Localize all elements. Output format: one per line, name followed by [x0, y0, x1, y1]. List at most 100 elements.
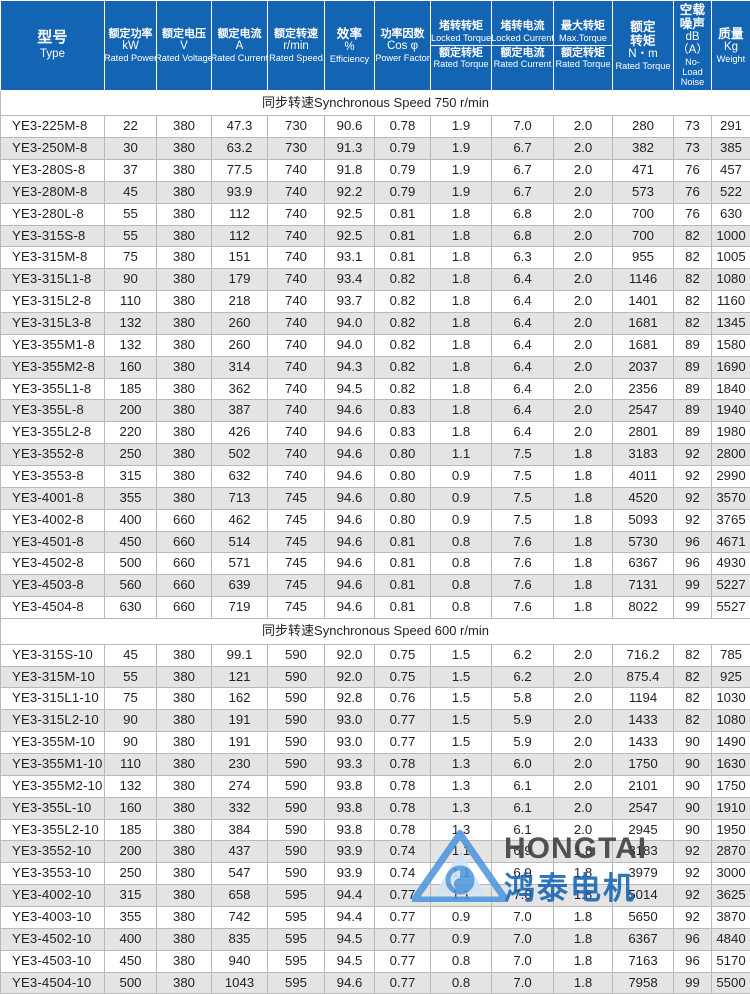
cell-lt: 1.3 [431, 753, 492, 775]
cell-speed: 745 [268, 553, 325, 575]
column-header-no-load-noise-unit: dB（A） [675, 31, 710, 57]
cell-power: 132 [105, 334, 157, 356]
cell-mt: 2.0 [554, 400, 613, 422]
cell-pf: 0.81 [375, 531, 431, 553]
cell-eff: 94.6 [325, 400, 375, 422]
cell-motor-type: YE3-4002-8 [1, 509, 105, 531]
cell-weight: 3765 [712, 509, 750, 531]
cell-eff: 92.2 [325, 181, 375, 203]
cell-lc: 7.0 [492, 950, 554, 972]
cell-current: 260 [212, 313, 268, 335]
cell-pf: 0.80 [375, 487, 431, 509]
column-header-no-load-noise: 空载 噪声 dB（A） No-Load Noise [674, 1, 712, 91]
cell-eff: 92.5 [325, 203, 375, 225]
cell-speed: 740 [268, 247, 325, 269]
cell-rt: 573 [613, 181, 674, 203]
cell-eff: 94.6 [325, 972, 375, 994]
cell-power: 200 [105, 400, 157, 422]
cell-power: 220 [105, 422, 157, 444]
cell-voltage: 380 [157, 116, 212, 138]
cell-motor-type: YE3-315S-10 [1, 644, 105, 666]
column-header-no-load-noise-cn2: 噪声 [680, 17, 705, 31]
column-header-efficiency-en: Efficiency [330, 54, 369, 64]
cell-weight: 1980 [712, 422, 750, 444]
column-header-power-factor-unit: Cos φ [387, 40, 418, 53]
cell-power: 400 [105, 928, 157, 950]
cell-eff: 94.6 [325, 509, 375, 531]
cell-motor-type: YE3-3553-10 [1, 863, 105, 885]
cell-rt: 4011 [613, 466, 674, 488]
cell-lt: 0.8 [431, 597, 492, 619]
cell-mt: 2.0 [554, 269, 613, 291]
column-header-rated-torque-unit: N・m [628, 48, 657, 61]
cell-rt: 700 [613, 203, 674, 225]
cell-eff: 93.9 [325, 841, 375, 863]
column-header-efficiency: 效率 % Efficiency [325, 1, 375, 91]
cell-eff: 94.6 [325, 422, 375, 444]
cell-current: 99.1 [212, 644, 268, 666]
cell-rt: 3183 [613, 841, 674, 863]
cell-noise: 82 [674, 269, 712, 291]
cell-current: 218 [212, 291, 268, 313]
cell-pf: 0.78 [375, 819, 431, 841]
cell-mt: 2.0 [554, 710, 613, 732]
cell-lc: 6.7 [492, 160, 554, 182]
cell-speed: 590 [268, 644, 325, 666]
cell-noise: 99 [674, 597, 712, 619]
cell-lt: 1.8 [431, 269, 492, 291]
cell-speed: 740 [268, 313, 325, 335]
cell-mt: 1.8 [554, 863, 613, 885]
column-header-max-torque-en: Max.Torque [559, 33, 607, 43]
cell-lc: 6.4 [492, 378, 554, 400]
table-header: 型号 Type 额定功率 kW Rated Power 额定电压 V Rated… [1, 1, 750, 91]
cell-weight: 457 [712, 160, 750, 182]
cell-voltage: 380 [157, 775, 212, 797]
column-header-weight-unit: Kg [724, 41, 738, 54]
cell-lt: 1.9 [431, 181, 492, 203]
cell-rt: 1681 [613, 334, 674, 356]
cell-power: 355 [105, 487, 157, 509]
cell-weight: 1000 [712, 225, 750, 247]
cell-eff: 93.1 [325, 247, 375, 269]
cell-weight: 4671 [712, 531, 750, 553]
cell-lc: 6.0 [492, 753, 554, 775]
cell-eff: 94.4 [325, 885, 375, 907]
cell-pf: 0.81 [375, 597, 431, 619]
column-header-rated-speed-unit: r/min [283, 40, 309, 53]
cell-mt: 1.8 [554, 509, 613, 531]
cell-rt: 2037 [613, 356, 674, 378]
cell-rt: 716.2 [613, 644, 674, 666]
cell-voltage: 660 [157, 553, 212, 575]
cell-lc: 6.8 [492, 225, 554, 247]
cell-lt: 1.5 [431, 710, 492, 732]
cell-power: 185 [105, 378, 157, 400]
cell-speed: 740 [268, 400, 325, 422]
cell-weight: 1030 [712, 688, 750, 710]
cell-weight: 1950 [712, 819, 750, 841]
cell-lt: 0.9 [431, 928, 492, 950]
cell-lc: 6.1 [492, 797, 554, 819]
cell-mt: 2.0 [554, 666, 613, 688]
cell-noise: 99 [674, 972, 712, 994]
cell-voltage: 380 [157, 666, 212, 688]
cell-motor-type: YE3-355L-10 [1, 797, 105, 819]
cell-eff: 92.5 [325, 225, 375, 247]
column-header-rated-current-cn: 额定电流 [218, 28, 262, 40]
cell-mt: 1.8 [554, 444, 613, 466]
cell-noise: 99 [674, 575, 712, 597]
cell-noise: 92 [674, 863, 712, 885]
cell-eff: 94.3 [325, 356, 375, 378]
cell-weight: 1345 [712, 313, 750, 335]
cell-current: 437 [212, 841, 268, 863]
cell-noise: 90 [674, 732, 712, 754]
cell-noise: 73 [674, 138, 712, 160]
cell-speed: 595 [268, 907, 325, 929]
cell-eff: 94.5 [325, 378, 375, 400]
cell-lc: 7.0 [492, 928, 554, 950]
